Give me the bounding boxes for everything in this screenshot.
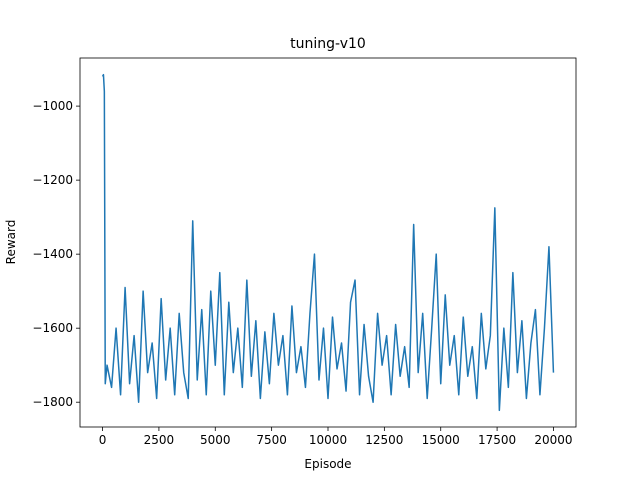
x-tick-label: 2500 [144, 433, 175, 447]
y-tick-label: −1000 [32, 99, 73, 113]
y-tick-label: −1600 [32, 321, 73, 335]
chart-title: tuning-v10 [290, 36, 366, 52]
x-tick-label: 5000 [200, 433, 231, 447]
x-tick-label: 7500 [256, 433, 287, 447]
x-tick-label: 12500 [365, 433, 403, 447]
y-tick-label: −1200 [32, 173, 73, 187]
y-tick-label: −1800 [32, 395, 73, 409]
x-axis-label: Episode [304, 457, 351, 471]
x-tick-label: 15000 [422, 433, 460, 447]
axes-frame [79, 57, 577, 428]
x-tick-label: 10000 [309, 433, 347, 447]
x-tick-label: 20000 [534, 433, 572, 447]
y-tick-label: −1400 [32, 247, 73, 261]
y-axis-label: Reward [4, 220, 18, 265]
x-tick-label: 17500 [478, 433, 516, 447]
x-tick-label: 0 [99, 433, 107, 447]
line-series [101, 73, 555, 412]
